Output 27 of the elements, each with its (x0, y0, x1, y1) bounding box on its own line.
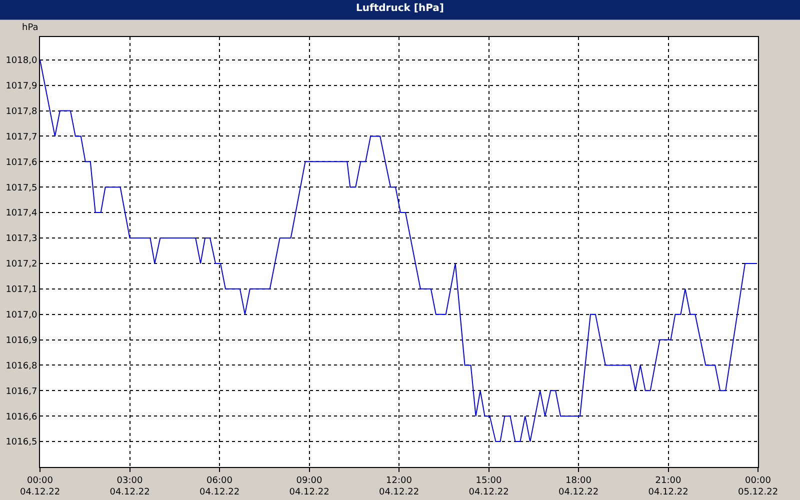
y-tick-label: 1017,7 (6, 132, 38, 142)
x-tick-label: 18:00 04.12.22 (558, 476, 599, 498)
x-tick-label: 15:00 04.12.22 (468, 476, 509, 498)
y-tick-label: 1016,6 (6, 412, 38, 422)
y-tick-label: 1017,4 (6, 208, 38, 219)
x-tick-label: 06:00 04.12.22 (199, 476, 240, 498)
x-tick-label: 00:00 04.12.22 (20, 476, 60, 498)
y-tick-label: 1016,8 (6, 361, 38, 372)
x-tick-label: 09:00 04.12.22 (289, 476, 330, 498)
y-axis-title: hPa (22, 23, 38, 33)
chart-title: Luftdruck [hPa] (356, 3, 444, 14)
y-tick-label: 1017,8 (6, 106, 38, 117)
y-tick-label: 1017,2 (6, 260, 38, 270)
x-tick-label: 12:00 04.12.22 (378, 476, 420, 498)
y-tick-label: 1017,5 (6, 183, 38, 194)
y-tick-label: 1016,9 (6, 336, 38, 346)
x-tick-label: 03:00 04.12.22 (110, 476, 150, 498)
x-tick-label: 21:00 04.12.22 (648, 476, 688, 498)
y-tick-label: 1017,6 (6, 158, 38, 168)
y-tick-label: 1017,9 (6, 81, 38, 92)
y-tick-label: 1017,1 (6, 285, 38, 296)
y-tick-label: 1017,0 (6, 310, 38, 320)
x-tick-label: 00:00 05.12.22 (738, 476, 778, 498)
y-tick-label: 1018,0 (6, 56, 38, 66)
y-tick-label: 1017,3 (6, 234, 38, 244)
y-tick-label: 1016,7 (6, 386, 38, 397)
y-tick-label: 1016,5 (6, 438, 38, 448)
